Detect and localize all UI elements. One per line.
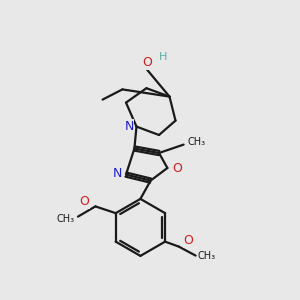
Text: O: O bbox=[184, 234, 193, 247]
Text: O: O bbox=[172, 162, 182, 175]
Text: N: N bbox=[113, 167, 122, 180]
Text: O: O bbox=[142, 56, 152, 70]
Text: N: N bbox=[124, 119, 134, 133]
Text: O: O bbox=[80, 195, 89, 208]
Text: CH₃: CH₃ bbox=[188, 136, 206, 147]
Text: H: H bbox=[159, 52, 167, 62]
Text: CH₃: CH₃ bbox=[198, 250, 216, 261]
Text: CH₃: CH₃ bbox=[56, 214, 74, 224]
